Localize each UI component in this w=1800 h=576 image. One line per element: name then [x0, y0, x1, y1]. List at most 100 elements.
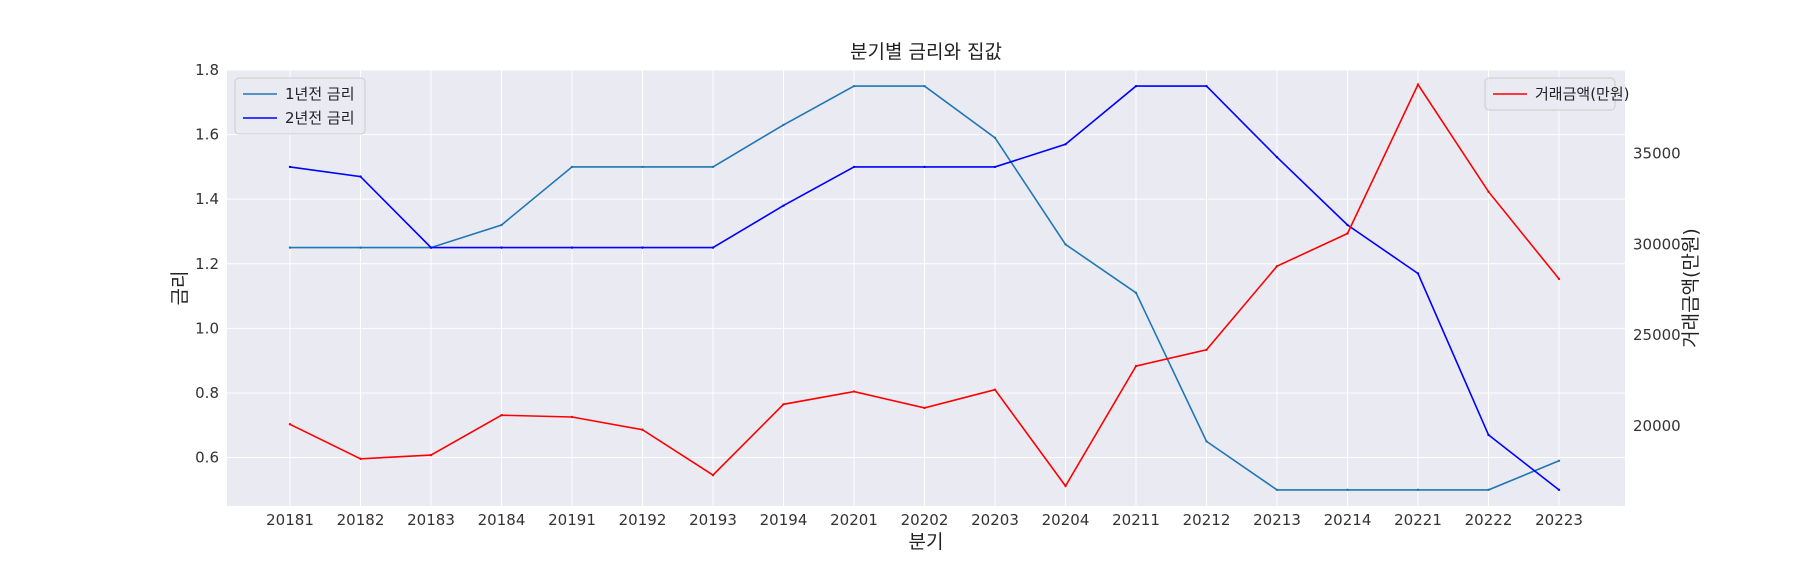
y-tick-label-left: 1.2 — [195, 255, 219, 273]
data-point — [429, 246, 433, 249]
x-tick-label: 20221 — [1394, 511, 1442, 529]
data-point — [782, 123, 785, 127]
y-tick-label-right: 20000 — [1633, 417, 1681, 435]
x-tick-label: 20183 — [407, 511, 455, 529]
x-tick-label: 20223 — [1535, 511, 1583, 529]
data-point — [1205, 84, 1208, 88]
data-point — [1487, 433, 1490, 437]
data-point — [1064, 143, 1067, 146]
legend-label: 2년전 금리 — [285, 109, 355, 127]
data-point — [1557, 488, 1561, 492]
y-tick-label-left: 1.8 — [195, 61, 219, 79]
chart-title: 분기별 금리와 집값 — [850, 41, 1002, 63]
data-point — [1487, 190, 1490, 193]
legend-box — [234, 77, 366, 135]
x-tick-label: 20222 — [1465, 511, 1513, 529]
x-tick-label: 20212 — [1183, 511, 1231, 529]
series-lines — [288, 82, 1561, 492]
legend-right: 거래금액(만원) — [1484, 77, 1630, 111]
grid — [227, 69, 1625, 506]
y-axis-label-left: 금리 — [169, 271, 191, 306]
data-point — [288, 246, 292, 249]
data-point — [1134, 84, 1138, 88]
legend-box — [1484, 77, 1616, 111]
data-point — [1346, 232, 1349, 235]
data-point — [570, 246, 574, 249]
data-point — [1275, 156, 1279, 159]
y-tick-label-right: 25000 — [1633, 326, 1681, 344]
data-point — [288, 423, 292, 426]
data-point — [1275, 488, 1279, 492]
x-axis-label: 분기 — [909, 531, 944, 553]
y-tick-labels-right: 20000 25000 30000 35000 — [1633, 145, 1681, 436]
x-tick-label: 20214 — [1324, 511, 1372, 529]
legend-left: 1년전 금리 2년전 금리 — [234, 77, 366, 135]
x-tick-label: 20192 — [619, 511, 667, 529]
x-tick-label: 20181 — [266, 511, 314, 529]
data-point — [1416, 488, 1420, 492]
x-tick-label: 20211 — [1112, 511, 1160, 529]
data-point — [570, 415, 574, 419]
data-point — [1346, 223, 1349, 227]
legend-label: 거래금액(만원) — [1535, 85, 1630, 103]
data-point — [782, 403, 785, 406]
data-point — [1134, 291, 1138, 295]
x-tick-label: 20194 — [760, 511, 808, 529]
data-point — [359, 175, 362, 178]
y-tick-label-left: 1.4 — [195, 190, 219, 208]
data-point — [1487, 488, 1490, 492]
y-tick-label-left: 0.6 — [195, 449, 219, 467]
data-point — [1557, 459, 1561, 462]
x-tick-labels: 20181 20182 20183 20184 20191 20192 20193 20194… — [266, 511, 1583, 529]
data-point — [429, 453, 433, 457]
y-tick-labels-left: 0.6 0.8 1.0 1.2 1.4 1.6 1.8 — [195, 61, 219, 467]
x-tick-label: 20203 — [971, 511, 1019, 529]
data-point — [923, 84, 926, 88]
x-tick-label: 20193 — [689, 511, 737, 529]
data-point — [500, 413, 503, 417]
y-tick-label-left: 1.6 — [195, 126, 219, 144]
data-point — [711, 473, 715, 477]
data-point — [923, 406, 926, 410]
data-point — [359, 457, 362, 460]
x-tick-label: 20204 — [1042, 511, 1090, 529]
data-point — [993, 136, 997, 140]
x-tick-label: 20182 — [337, 511, 385, 529]
data-point — [359, 246, 362, 249]
x-tick-label: 20213 — [1253, 511, 1301, 529]
data-point — [852, 390, 856, 393]
data-point — [923, 165, 926, 169]
data-point — [852, 84, 856, 88]
data-point — [1205, 348, 1208, 351]
data-point — [1205, 440, 1208, 443]
data-point — [1557, 277, 1561, 281]
data-point — [993, 388, 997, 391]
data-point — [570, 165, 574, 169]
y-tick-label-right: 35000 — [1633, 145, 1681, 163]
data-point — [500, 223, 503, 227]
y-tick-label-left: 0.8 — [195, 384, 219, 402]
data-point — [641, 246, 644, 249]
x-tick-label: 20202 — [901, 511, 949, 529]
y-tick-label-right: 30000 — [1633, 235, 1681, 253]
data-point — [641, 428, 644, 431]
legend-label: 1년전 금리 — [285, 85, 355, 103]
x-tick-label: 20191 — [548, 511, 596, 529]
data-point — [852, 165, 856, 169]
data-point — [1064, 243, 1067, 246]
data-point — [1416, 83, 1420, 86]
y-axis-label-right: 거래금액(만원) — [1680, 228, 1702, 348]
data-point — [711, 165, 715, 169]
data-point — [288, 165, 292, 169]
x-tick-label: 20184 — [478, 511, 526, 529]
data-point — [1134, 364, 1138, 368]
data-point — [1416, 272, 1420, 275]
plot-background — [227, 70, 1625, 506]
x-tick-label: 20201 — [830, 511, 878, 529]
data-point — [1275, 265, 1279, 268]
data-point — [641, 165, 644, 169]
data-point — [1064, 484, 1067, 488]
data-point — [782, 204, 785, 207]
data-point — [500, 246, 503, 249]
